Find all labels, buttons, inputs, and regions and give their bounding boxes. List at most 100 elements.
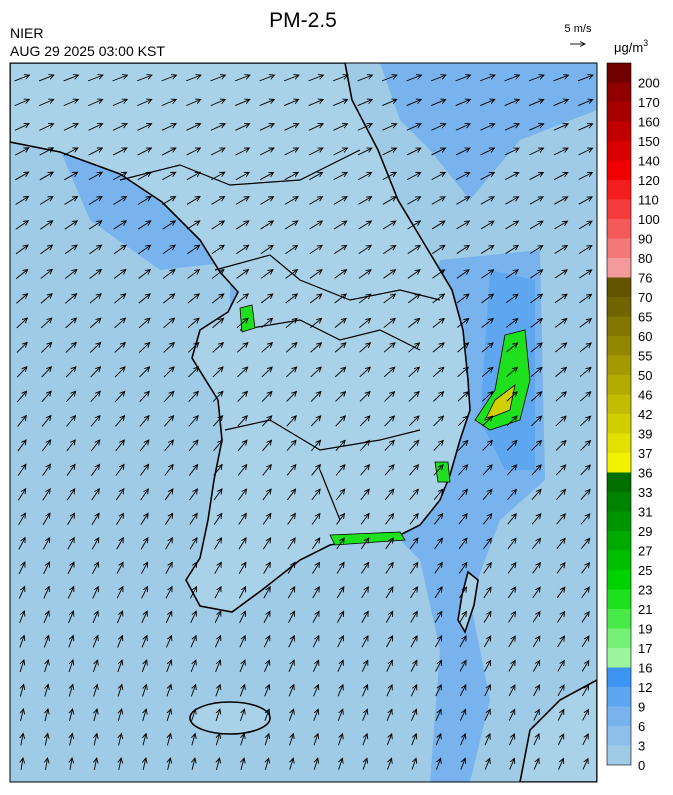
wind-arrow [456, 221, 470, 230]
wind-arrow [580, 514, 590, 525]
wind-arrow [386, 636, 392, 648]
wind-arrow [333, 148, 348, 156]
wind-arrow [362, 685, 367, 697]
wind-arrow [117, 636, 123, 648]
colorbar-segment [607, 550, 631, 570]
wind-arrow [529, 172, 544, 180]
wind-arrow [530, 392, 541, 402]
colorbar-segment [607, 687, 631, 707]
wind-arrow [163, 294, 174, 304]
wind-arrow [88, 197, 102, 205]
wind-arrow [455, 99, 471, 106]
wind-arrow [65, 318, 77, 329]
wind-arrow [308, 148, 323, 156]
wind-arrow [334, 343, 346, 353]
wind-arrow [308, 75, 324, 82]
wind-arrow [17, 440, 26, 452]
wind-arrow [335, 416, 346, 427]
colorbar-label: 0 [638, 758, 645, 773]
wind-arrow [383, 245, 395, 255]
wind-arrow [337, 734, 342, 746]
wind-arrow [89, 269, 102, 279]
wind-arrow [383, 318, 395, 328]
wind-arrow [456, 197, 469, 205]
map [10, 63, 597, 782]
wind-arrow [260, 197, 273, 205]
wind-arrow [163, 343, 175, 353]
colorbar-label: 16 [638, 661, 652, 676]
wind-arrow [484, 709, 490, 721]
colorbar-label: 36 [638, 466, 652, 481]
wind-arrow [188, 440, 198, 452]
wind-arrow [284, 172, 298, 181]
wind-arrow [70, 734, 73, 746]
wind-arrow [288, 611, 294, 623]
wind-arrow [65, 391, 75, 403]
wind-arrow [387, 758, 391, 770]
wind-arrow [459, 660, 466, 672]
wind-arrow [557, 636, 565, 648]
wind-arrow [580, 489, 590, 500]
wind-arrow [504, 148, 519, 156]
wind-arrow [483, 587, 491, 599]
wind-arrow [311, 465, 321, 476]
colorbar-segment [607, 238, 631, 258]
wind-arrow [457, 343, 468, 353]
wind-arrow [455, 148, 470, 156]
wind-arrow [43, 636, 48, 648]
wind-arrow [16, 367, 27, 378]
colorbar-segment [607, 258, 631, 278]
wind-arrow [114, 391, 125, 403]
wind-arrow [480, 99, 495, 106]
wind-arrow [92, 660, 97, 673]
colorbar-segment [607, 433, 631, 453]
colorbar-segment [607, 297, 631, 317]
wind-arrow [308, 99, 324, 106]
wind-arrow [284, 148, 299, 156]
wind-arrow [313, 685, 319, 697]
wind-arrow [187, 343, 199, 353]
wind-arrow [358, 172, 372, 181]
wind-arrow [65, 294, 76, 304]
wind-arrow [212, 343, 224, 353]
wind-arrow [19, 611, 25, 624]
wind-arrow [506, 343, 517, 353]
wind-arrow [19, 660, 24, 673]
wind-arrow [433, 440, 443, 451]
wind-arrow [211, 197, 224, 205]
wind-arrow [360, 440, 369, 451]
wind-arrow [119, 758, 121, 771]
colorbar-segment [607, 336, 631, 356]
wind-arrow [357, 124, 372, 131]
wind-arrow [579, 294, 591, 304]
wind-arrow [311, 489, 320, 501]
wind-arrow [163, 318, 175, 329]
wind-arrow [385, 514, 393, 525]
wind-arrow [138, 294, 150, 304]
colorbar-label: 23 [638, 583, 652, 598]
wind-arrow [581, 636, 589, 648]
wind-arrow [484, 758, 490, 770]
wind-arrow [66, 489, 74, 501]
wind-arrow [92, 562, 98, 575]
colorbar-label: 120 [638, 173, 660, 188]
wind-arrow [113, 197, 127, 205]
colorbar-label: 19 [638, 622, 652, 637]
wind-arrow [578, 197, 592, 205]
wind-arrow [238, 587, 245, 599]
wind-arrow [334, 367, 345, 378]
wind-arrow [139, 416, 149, 427]
colorbar-segment [607, 219, 631, 239]
wind-arrow [334, 270, 346, 279]
wind-arrow [580, 416, 590, 427]
wind-arrow [141, 587, 148, 599]
wind-arrow [94, 734, 97, 746]
wind-arrow [190, 660, 196, 673]
wind-arrow [433, 465, 443, 476]
wind-arrow [357, 75, 373, 82]
wind-arrow [113, 245, 126, 255]
wind-arrow [460, 734, 466, 746]
wind-arrow [506, 367, 518, 378]
wind-arrow [555, 367, 567, 377]
wind-arrow [116, 562, 123, 575]
